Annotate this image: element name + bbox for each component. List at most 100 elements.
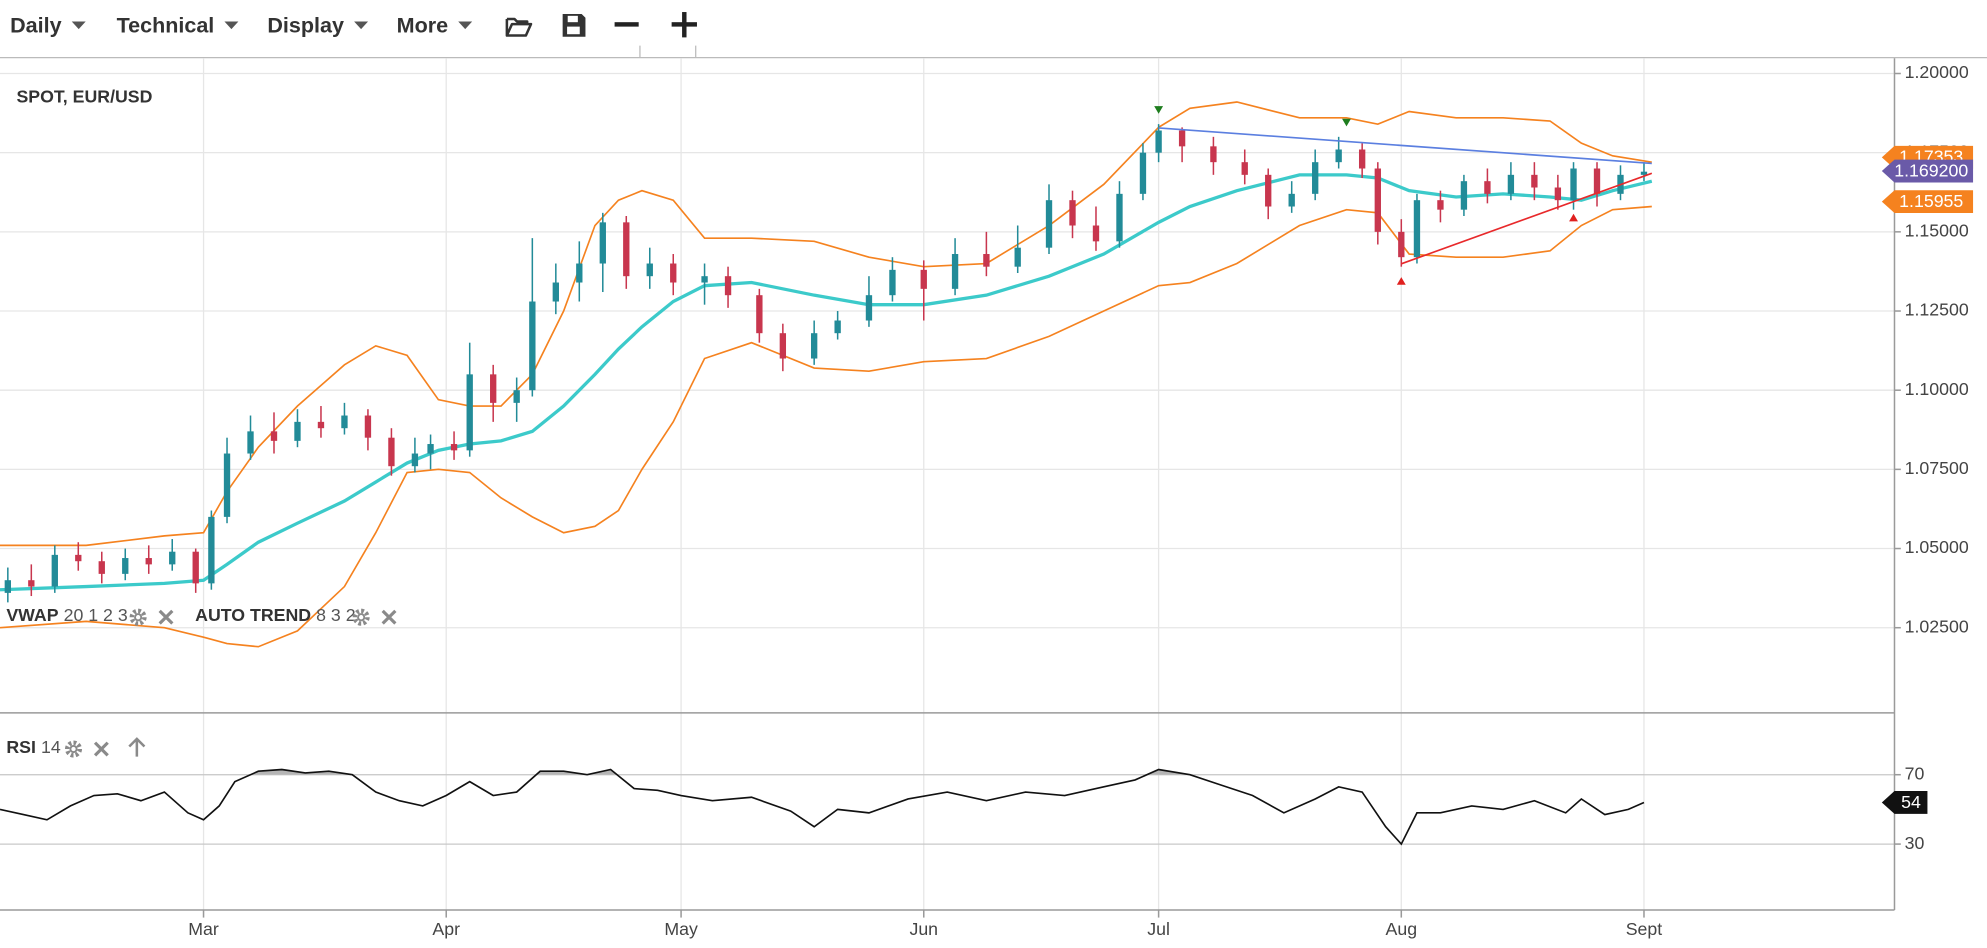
candle-body [552, 282, 559, 302]
candle-body [1014, 247, 1021, 267]
dropdown-arrow [224, 21, 239, 30]
settings-icon[interactable] [352, 608, 370, 626]
candle-body [145, 558, 152, 565]
candle-body [1116, 193, 1123, 242]
overlay-line [0, 205, 1652, 648]
candle-body [341, 415, 348, 429]
candle-body [1554, 187, 1562, 201]
remove-icon[interactable] [93, 741, 109, 757]
candle-body [450, 444, 458, 451]
candle-body [670, 263, 677, 283]
price-badge [1881, 190, 1974, 214]
x-tick-label: Jun [909, 919, 938, 939]
signal-marker [1342, 118, 1351, 127]
x-tick-label: Sept [1626, 919, 1663, 939]
candle-body [169, 551, 176, 565]
x-tick-label: Aug [1386, 919, 1418, 939]
save-icon[interactable] [562, 13, 586, 37]
indicator-name: RSI [6, 736, 36, 756]
candle-body [411, 453, 419, 467]
settings-icon[interactable] [129, 608, 147, 626]
candle-body [1045, 200, 1053, 248]
candle-body [4, 580, 11, 593]
indicator-name: VWAP [6, 605, 58, 625]
zoom-out[interactable] [614, 22, 639, 27]
candle-body [513, 390, 520, 403]
candle-body [490, 374, 497, 403]
y-tick-label: 1.05000 [1905, 537, 1969, 557]
candle-body [1312, 162, 1319, 194]
menu-button[interactable]: More [397, 13, 448, 37]
remove-icon[interactable] [158, 609, 174, 625]
x-tick-label: Jul [1147, 919, 1170, 939]
indicator-label: RSI 14 [6, 736, 61, 756]
candle-body [75, 554, 82, 562]
candle-body [646, 263, 653, 277]
indicator-name: AUTO TREND [195, 605, 311, 625]
candle-body [122, 558, 129, 574]
rsi-badge-label: 54 [1901, 792, 1921, 812]
remove-icon[interactable] [381, 609, 397, 625]
candle-body [920, 269, 927, 289]
y-tick-label: 1.07500 [1905, 458, 1969, 478]
menu-button[interactable]: Display [267, 13, 344, 37]
indicator-label: AUTO TREND 8 3 2 [195, 605, 355, 625]
candle-body [247, 431, 254, 454]
dropdown-arrow [354, 21, 369, 30]
candle-body [1593, 168, 1601, 194]
candle-body [1335, 149, 1342, 163]
price-plot [0, 101, 1653, 648]
candle-body [1288, 193, 1295, 207]
candle-body [1507, 174, 1515, 194]
x-tick-label: May [664, 919, 698, 939]
y-tick-label: 1.15000 [1905, 221, 1969, 241]
candle-body [983, 254, 990, 267]
candle-body [623, 222, 630, 277]
move-up-icon[interactable] [128, 737, 146, 757]
zoom-in[interactable] [671, 12, 697, 38]
menu-button[interactable]: Daily [10, 13, 61, 37]
rsi-plot [0, 768, 1645, 846]
candle-body [951, 254, 959, 289]
candle-body [1531, 174, 1538, 188]
candle-body [1358, 149, 1366, 169]
menu-button[interactable]: Technical [117, 13, 215, 37]
candle-body [576, 263, 583, 283]
candle-body [317, 421, 325, 429]
y-tick-label: 30 [1905, 833, 1925, 853]
candle-body [294, 421, 301, 441]
candle-body [208, 516, 215, 584]
price-badge-label: 1.169200 [1894, 160, 1968, 180]
chart-title: SPOT, EUR/USD [16, 86, 152, 106]
dropdown-arrow [458, 21, 473, 30]
candle-body [889, 269, 896, 296]
candle-body [599, 222, 606, 264]
y-tick-label: 1.12500 [1905, 300, 1969, 320]
candle-body [1640, 171, 1648, 175]
candle-body [1570, 168, 1577, 201]
candle-body [756, 295, 763, 334]
candle-body [1092, 225, 1100, 242]
candle-body [223, 453, 231, 517]
candle-body [364, 415, 372, 438]
y-tick-label: 70 [1905, 763, 1925, 783]
x-tick-label: Mar [188, 919, 219, 939]
settings-icon[interactable] [64, 740, 83, 758]
candle-body [1241, 162, 1248, 175]
candle-body [1460, 181, 1468, 210]
candle-body [427, 444, 434, 454]
candle-body [1069, 200, 1076, 226]
candle-body [1437, 200, 1444, 210]
candle-body [1374, 168, 1381, 232]
open-icon[interactable] [505, 17, 533, 37]
indicator-params: 14 [41, 736, 61, 756]
indicator-params: 8 3 2 [316, 605, 355, 625]
candle-body [1178, 130, 1186, 147]
indicator-params: 20 1 2 3 [64, 605, 128, 625]
signal-marker [1569, 213, 1578, 222]
price-badge-label: 1.15955 [1899, 191, 1963, 211]
toolbar: Daily Technical Display More [0, 12, 1987, 59]
